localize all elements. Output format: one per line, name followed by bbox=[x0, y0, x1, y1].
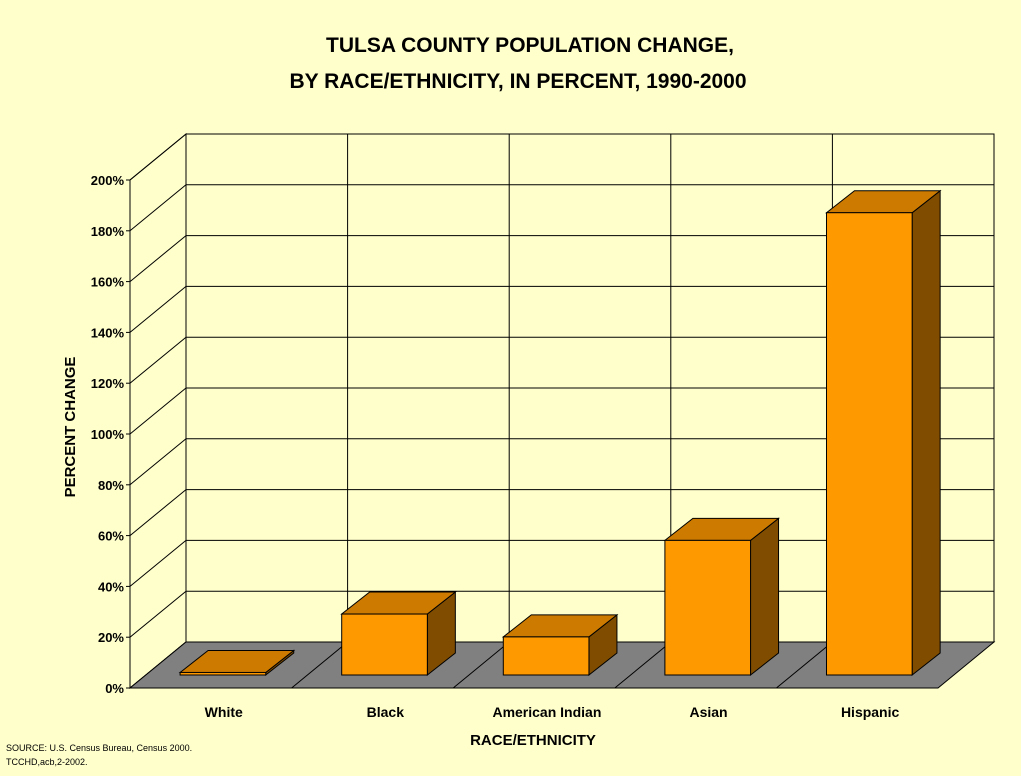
bar-black bbox=[340, 591, 457, 677]
side-grid-line bbox=[129, 438, 187, 486]
bar-asian bbox=[663, 517, 780, 677]
x-category-label: Black bbox=[367, 704, 405, 720]
side-grid-line bbox=[129, 387, 187, 435]
y-tick-label: 200% bbox=[91, 173, 125, 188]
side-grid-line bbox=[129, 184, 187, 232]
bar-front-face bbox=[179, 671, 267, 676]
bar-white bbox=[178, 649, 296, 677]
side-grid-line bbox=[129, 336, 187, 384]
x-category-label: Asian bbox=[689, 704, 727, 720]
y-tick-label: 20% bbox=[98, 630, 124, 645]
y-tick-label: 100% bbox=[91, 427, 125, 442]
credit-note: TCCHD,acb,2-2002. bbox=[6, 757, 88, 767]
y-tick-label: 140% bbox=[91, 325, 125, 340]
x-category-label: White bbox=[205, 704, 243, 720]
y-axis-title: PERCENT CHANGE bbox=[62, 357, 79, 498]
x-category-label: American Indian bbox=[492, 704, 601, 720]
x-axis-categories: White Black American Indian Asian Hispanic bbox=[205, 704, 900, 720]
x-category-label: Hispanic bbox=[841, 704, 900, 720]
bar-front-face bbox=[502, 636, 590, 676]
bar-front-face bbox=[341, 613, 428, 676]
chart-title-line-1: TULSA COUNTY POPULATION CHANGE, bbox=[326, 34, 734, 57]
side-grid-line bbox=[129, 590, 187, 638]
y-tick-label: 80% bbox=[98, 478, 124, 493]
floor-divider bbox=[452, 641, 510, 689]
y-tick-label: 60% bbox=[98, 529, 124, 544]
floor-divider bbox=[291, 641, 348, 689]
y-tick-label: 180% bbox=[91, 224, 125, 239]
side-grid-line bbox=[129, 540, 187, 587]
y-tick-label: 120% bbox=[91, 376, 125, 391]
y-tick-label: 0% bbox=[105, 681, 124, 696]
chart-title-line-2: BY RACE/ETHNICITY, IN PERCENT, 1990-2000 bbox=[289, 70, 746, 93]
y-axis-ticks: 0% 20% 40% 60% 80% 100% 120% 140% 160% 180% 200% bbox=[91, 173, 131, 696]
bar-side-face bbox=[750, 517, 780, 677]
chart-title: TULSA COUNTY POPULATION CHANGE, BY RACE/… bbox=[289, 34, 746, 93]
side-grid-line bbox=[129, 133, 187, 181]
floor-divider bbox=[776, 641, 833, 689]
y-tick-label: 40% bbox=[98, 579, 124, 594]
source-note: SOURCE: U.S. Census Bureau, Census 2000. bbox=[6, 743, 192, 753]
bar-hispanic bbox=[825, 189, 942, 677]
x-axis-title: RACE/ETHNICITY bbox=[470, 732, 596, 749]
side-grid-line bbox=[129, 489, 187, 536]
bar-front-face bbox=[664, 539, 752, 676]
floor-divider bbox=[614, 641, 672, 689]
side-grid-line bbox=[129, 286, 187, 333]
side-grid-line bbox=[129, 235, 187, 282]
y-tick-label: 160% bbox=[91, 275, 125, 290]
bar-american-indian bbox=[501, 613, 619, 677]
bar-front-face bbox=[825, 212, 913, 676]
bar-side-face bbox=[911, 189, 941, 677]
bars bbox=[178, 189, 942, 677]
